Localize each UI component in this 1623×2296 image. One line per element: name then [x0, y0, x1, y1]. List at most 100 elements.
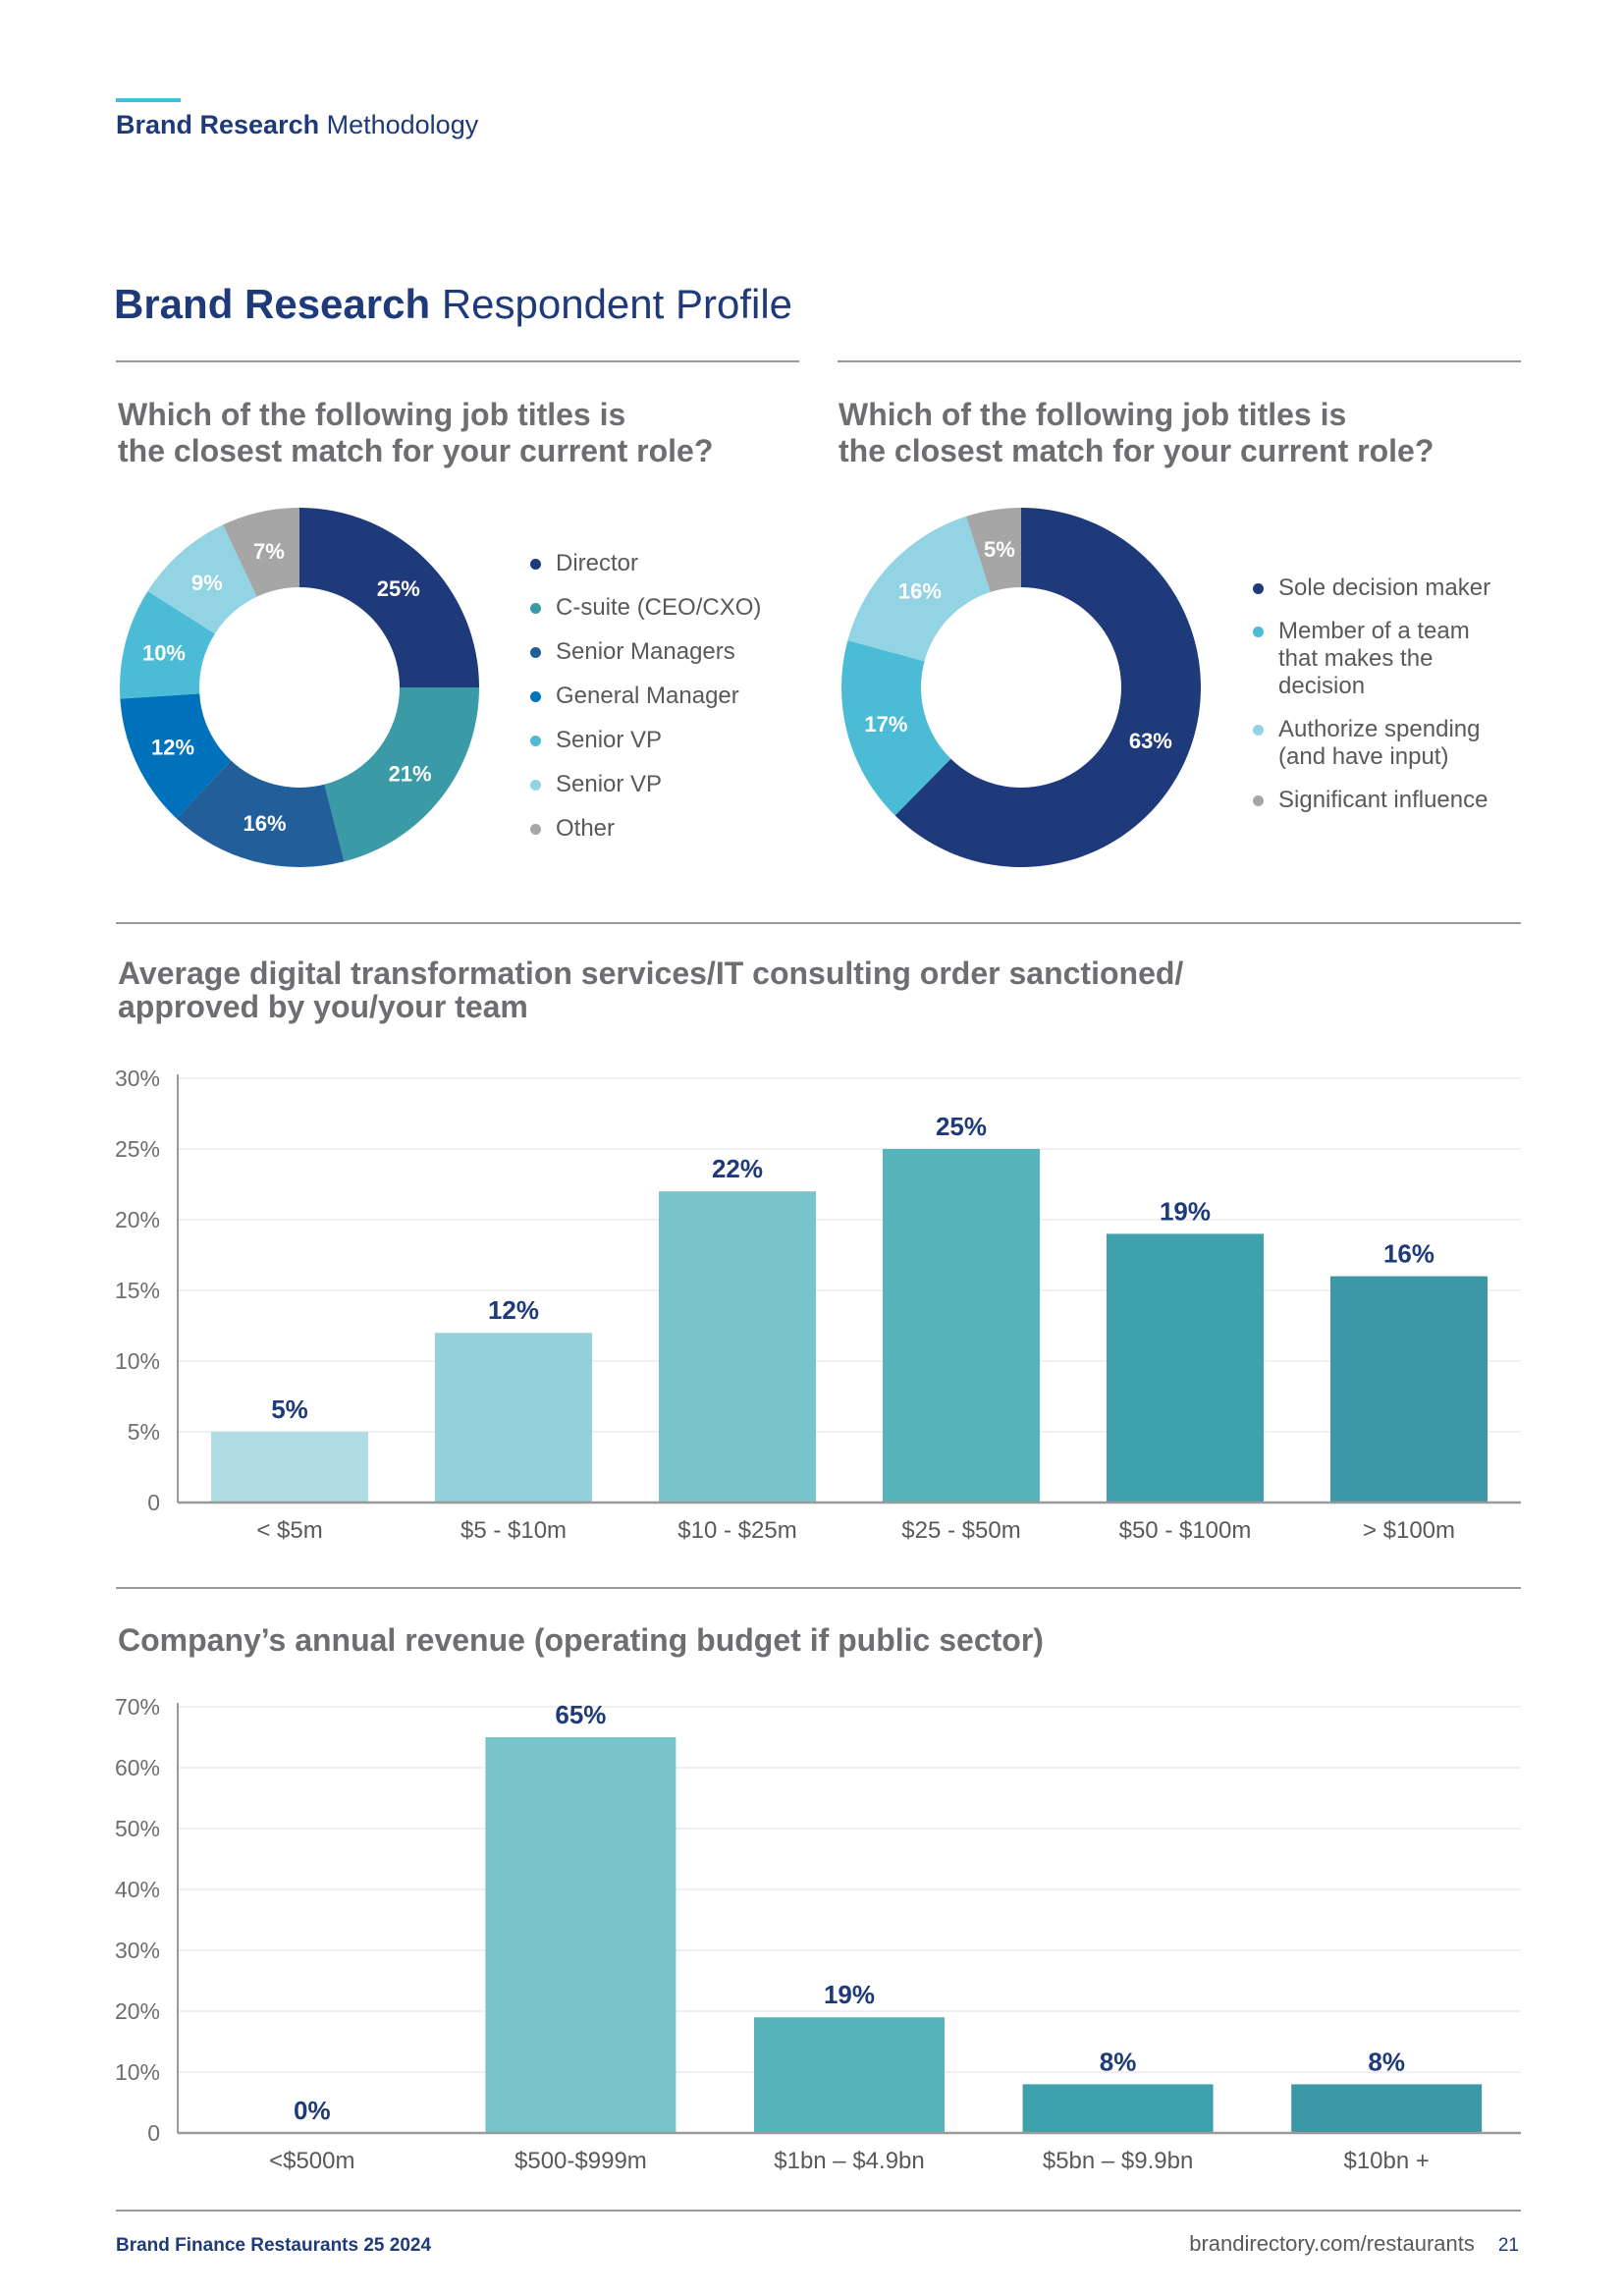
legend-label: General Manager — [556, 683, 739, 709]
legend-label: C-suite (CEO/CXO) — [556, 594, 762, 621]
y-tick-label: 5% — [128, 1419, 160, 1445]
x-tick-label: $10 - $25m — [677, 1517, 796, 1544]
donut-slice — [847, 516, 991, 662]
y-tick-label: 25% — [115, 1136, 160, 1162]
y-tick-label: 70% — [115, 1694, 160, 1720]
slice-value-label: 10% — [142, 641, 186, 666]
slice-value-label: 16% — [898, 579, 942, 604]
y-tick-label: 0 — [147, 2120, 160, 2146]
bar — [883, 1149, 1040, 1503]
legend-dot-icon — [530, 780, 541, 791]
legend-label: that makes the — [1278, 645, 1434, 672]
y-tick-label: 15% — [115, 1278, 160, 1303]
x-tick-label: $1bn – $4.9bn — [774, 2148, 924, 2174]
legend-label: Member of a team — [1278, 618, 1470, 644]
bar-value-label: 8% — [1368, 2047, 1405, 2076]
legend-dot-icon — [530, 691, 541, 702]
bar1-title-line: Average digital transformation services/… — [118, 956, 1184, 991]
x-tick-label: $500-$999m — [514, 2148, 647, 2174]
donut-slice — [965, 508, 1021, 592]
bar — [659, 1191, 816, 1503]
bar2-title: Company’s annual revenue (operating budg… — [118, 1622, 1044, 1659]
donut-slice — [894, 508, 1201, 867]
bar-value-label: 0% — [294, 2096, 331, 2125]
y-tick-label: 40% — [115, 1877, 160, 1902]
section-header: Brand Research Methodology — [116, 110, 479, 139]
donut-slice — [223, 508, 299, 597]
donut-slice — [120, 590, 215, 699]
legend-dot-icon — [530, 824, 541, 835]
donut1-legend: Director C-suite (CEO/CXO) Senior Managers… — [530, 550, 805, 864]
legend-dot-icon — [1253, 725, 1264, 736]
slice-value-label: 63% — [1129, 729, 1172, 753]
footer-page-number: 21 — [1497, 2235, 1519, 2256]
donut-chart-decision-role: 63% 17% 16% 5% — [841, 508, 1201, 867]
bar-chart-order-size: 0 5% 10% 15% 20% 25% 30% 5% < $5m 12% $5 - $10m 22%… — [115, 1066, 1521, 1544]
divider-footer — [116, 2210, 1521, 2212]
legend-label: Senior VP — [556, 727, 663, 753]
slice-value-label: 9% — [191, 571, 223, 595]
legend-label: Significant influence — [1278, 787, 1488, 813]
page-title: Brand Research Respondent Profile — [114, 281, 793, 327]
bar — [1330, 1276, 1488, 1503]
x-tick-label: $5 - $10m — [460, 1517, 567, 1544]
slice-value-label: 21% — [389, 761, 432, 786]
bar-value-label: 25% — [936, 1112, 987, 1141]
y-tick-label: 20% — [115, 1998, 160, 2024]
legend-label: Senior VP — [556, 771, 663, 797]
donut2-title-line: Which of the following job titles is — [839, 397, 1347, 432]
legend-label: Senior Managers — [556, 638, 735, 665]
bar — [435, 1333, 592, 1503]
donut-slice — [841, 640, 951, 816]
donut-slice — [299, 508, 479, 687]
divider-left — [116, 360, 799, 362]
x-tick-label: <$500m — [269, 2148, 354, 2174]
y-tick-label: 50% — [115, 1816, 160, 1841]
footer-url[interactable]: brandirectory.com/restaurants — [1189, 2231, 1475, 2256]
bar — [211, 1432, 368, 1503]
legend-label: Other — [556, 815, 616, 842]
y-tick-label: 10% — [115, 1348, 160, 1374]
footer-publication: Brand Finance Restaurants 25 2024 — [116, 2235, 432, 2256]
legend-dot-icon — [530, 603, 541, 614]
donut2-legend: Sole decision maker Member of a team that … — [1253, 574, 1528, 830]
donut-slice — [176, 760, 345, 867]
legend-label: Authorize spending — [1278, 716, 1481, 742]
y-tick-label: 30% — [115, 1938, 160, 1963]
slice-value-label: 17% — [864, 712, 907, 737]
bar-value-label: 12% — [488, 1295, 539, 1325]
donut-slice — [120, 693, 232, 819]
y-tick-label: 30% — [115, 1066, 160, 1091]
slice-value-label: 25% — [377, 576, 420, 601]
bar-value-label: 22% — [712, 1154, 763, 1183]
bar2-title-line: Company’s annual revenue (operating budg… — [118, 1622, 1044, 1658]
bar-chart-annual-revenue: 0 10% 20% 30% 40% 50% 60% 70% 0% <$500m 65% $500-$9… — [115, 1694, 1521, 2174]
legend-dot-icon — [530, 736, 541, 746]
header-accent-line — [116, 98, 181, 102]
legend-dot-icon — [1253, 627, 1264, 637]
donut2-title: Which of the following job titles is the… — [839, 397, 1434, 469]
legend-dot-icon — [1253, 795, 1264, 806]
divider-bar-chart-1 — [116, 922, 1521, 924]
x-tick-label: < $5m — [256, 1517, 322, 1544]
legend-label: Director — [556, 550, 639, 576]
legend-label: decision — [1278, 673, 1366, 699]
x-tick-label: $5bn – $9.9bn — [1043, 2148, 1193, 2174]
slice-value-label: 12% — [151, 736, 194, 760]
bar — [1022, 2084, 1214, 2133]
x-tick-label: $25 - $50m — [901, 1517, 1020, 1544]
x-tick-label: > $100m — [1363, 1517, 1455, 1544]
legend-label: (and have input) — [1278, 743, 1449, 770]
legend-label: Sole decision maker — [1278, 574, 1491, 601]
slice-value-label: 5% — [984, 537, 1015, 562]
bar — [1291, 2084, 1483, 2133]
footer-links: brandirectory.com/restaurants 21 — [1189, 2231, 1519, 2257]
donut-slice — [324, 687, 479, 862]
legend-dot-icon — [530, 647, 541, 658]
bar-value-label: 8% — [1100, 2047, 1137, 2076]
donut-slice — [147, 524, 257, 634]
y-tick-label: 0 — [147, 1490, 160, 1515]
y-tick-label: 60% — [115, 1755, 160, 1780]
legend-dot-icon — [1253, 583, 1264, 594]
slice-value-label: 7% — [253, 539, 285, 564]
